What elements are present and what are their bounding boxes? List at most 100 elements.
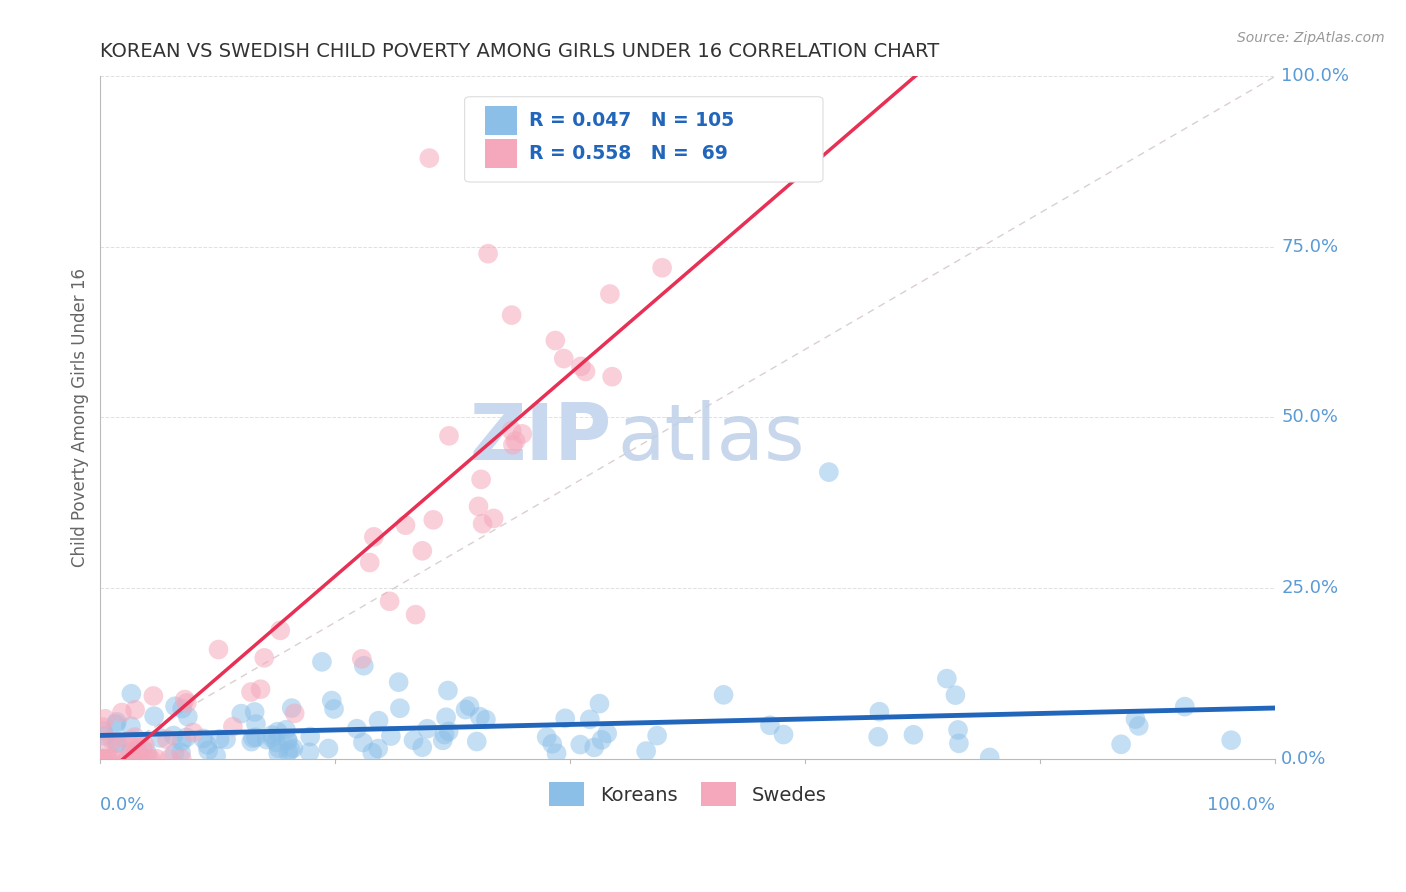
Text: 0.0%: 0.0% [1281, 750, 1327, 768]
Point [142, 689, 165, 703]
Point [172, 701, 194, 715]
Point [574, 364, 596, 378]
Point [117, 752, 139, 766]
FancyBboxPatch shape [485, 106, 517, 135]
Point [260, 728, 283, 742]
Text: atlas: atlas [617, 400, 804, 476]
Point [97, 733, 120, 747]
Text: 75.0%: 75.0% [1281, 238, 1339, 256]
Point [470, 472, 492, 486]
Point [170, 746, 193, 760]
Point [541, 737, 564, 751]
Point [651, 260, 673, 275]
Point [432, 733, 454, 747]
Point [554, 711, 576, 725]
Point [135, 745, 157, 759]
Point [388, 675, 411, 690]
Point [240, 685, 263, 699]
Point [536, 730, 558, 744]
Point [128, 752, 150, 766]
Point [100, 752, 122, 766]
Point [416, 722, 439, 736]
Point [195, 738, 218, 752]
Point [120, 687, 142, 701]
Point [546, 746, 568, 760]
Text: 50.0%: 50.0% [1281, 409, 1339, 426]
Point [176, 696, 198, 710]
Point [128, 752, 150, 766]
Point [125, 747, 148, 761]
Point [569, 359, 592, 374]
Point [553, 351, 575, 366]
Point [352, 735, 374, 749]
Point [437, 429, 460, 443]
Point [437, 724, 460, 739]
Point [411, 740, 433, 755]
Point [505, 434, 527, 448]
Point [91, 751, 114, 765]
Point [321, 693, 343, 707]
Point [222, 720, 245, 734]
Point [388, 701, 411, 715]
Point [280, 701, 302, 715]
Point [93, 729, 115, 743]
Point [510, 426, 533, 441]
Point [177, 709, 200, 723]
Point [105, 714, 128, 729]
Point [176, 731, 198, 745]
FancyBboxPatch shape [485, 139, 517, 168]
Point [502, 438, 524, 452]
Text: 0.0%: 0.0% [100, 797, 146, 814]
Point [243, 705, 266, 719]
Point [501, 424, 523, 438]
Point [277, 745, 299, 759]
Point [269, 624, 291, 638]
Point [323, 702, 346, 716]
Point [868, 705, 890, 719]
Point [380, 729, 402, 743]
Point [599, 287, 621, 301]
Point [197, 743, 219, 757]
Point [363, 530, 385, 544]
Point [276, 732, 298, 747]
Point [361, 746, 384, 760]
Point [191, 731, 214, 746]
Point [544, 334, 567, 348]
Point [482, 511, 505, 525]
Point [437, 683, 460, 698]
Point [215, 732, 238, 747]
Point [145, 752, 167, 766]
Point [170, 752, 193, 766]
Point [91, 723, 114, 738]
Point [173, 692, 195, 706]
Point [103, 752, 125, 766]
Point [394, 518, 416, 533]
Y-axis label: Child Poverty Among Girls Under 16: Child Poverty Among Girls Under 16 [72, 268, 89, 567]
Point [284, 706, 307, 721]
Point [465, 734, 488, 748]
Point [1125, 712, 1147, 726]
Point [101, 734, 124, 748]
Point [818, 465, 841, 479]
Point [405, 607, 427, 622]
Point [267, 741, 290, 756]
Point [262, 731, 284, 745]
Point [569, 738, 592, 752]
Point [256, 732, 278, 747]
Point [434, 710, 457, 724]
Point [207, 642, 229, 657]
Point [283, 741, 305, 756]
Point [208, 731, 231, 746]
Text: KOREAN VS SWEDISH CHILD POVERTY AMONG GIRLS UNDER 16 CORRELATION CHART: KOREAN VS SWEDISH CHILD POVERTY AMONG GI… [100, 42, 939, 61]
Point [422, 513, 444, 527]
Point [299, 730, 322, 744]
Point [645, 729, 668, 743]
Point [1128, 719, 1150, 733]
Point [93, 752, 115, 766]
Point [759, 718, 782, 732]
Point [120, 719, 142, 733]
Point [468, 709, 491, 723]
Point [97, 752, 120, 766]
Point [143, 709, 166, 723]
Point [264, 735, 287, 749]
